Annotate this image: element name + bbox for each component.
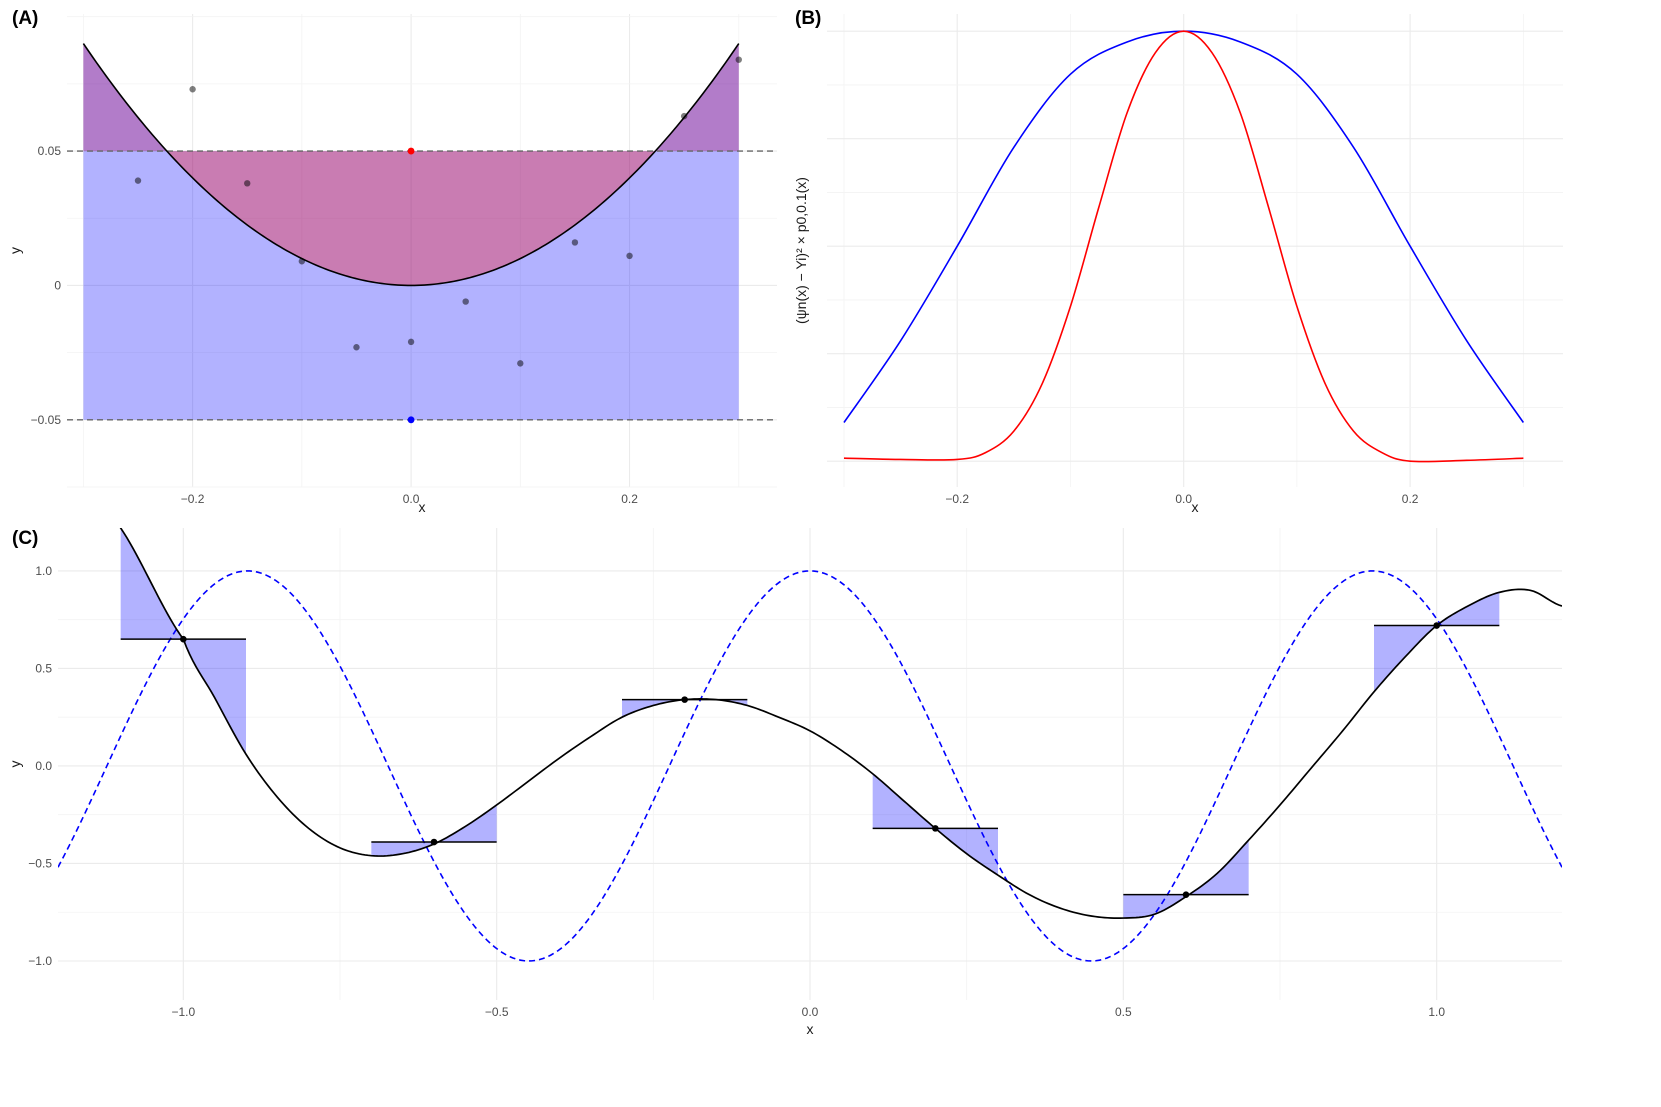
excess-band-red: [655, 43, 739, 152]
x-tick-label: 0.2: [621, 492, 638, 506]
x-tick-labels: −0.2 0.0 0.2: [945, 492, 1418, 506]
residual-area: [1374, 592, 1500, 692]
y-axis-title: y: [7, 761, 23, 768]
data-point: [353, 344, 360, 351]
x-tick-label: 0.0: [403, 492, 420, 506]
highlight-point: [407, 416, 415, 424]
x-axis-title: x: [419, 499, 426, 515]
step-point: [932, 825, 939, 832]
x-tick-label: 0.2: [1402, 492, 1419, 506]
x-axis-title: x: [1192, 499, 1199, 515]
data-point: [244, 180, 251, 187]
grid: [827, 14, 1563, 487]
y-tick-labels: −0.05 0 0.05: [31, 144, 62, 427]
data-point: [517, 360, 524, 367]
panel-tag: (C): [12, 528, 38, 549]
data-point: [462, 298, 469, 305]
data-point: [680, 112, 688, 120]
highlight-point: [407, 147, 415, 155]
y-axis-title: y: [7, 247, 23, 254]
y-tick-label: 0.0: [35, 759, 52, 773]
x-tick-label: 0.0: [1175, 492, 1192, 506]
step-point: [1433, 622, 1440, 629]
plot-area: [58, 528, 1562, 962]
y-tick-label: −0.05: [31, 413, 62, 427]
excess-band-blue: [83, 43, 167, 152]
x-tick-label: 0.5: [1115, 1005, 1132, 1019]
y-tick-label: 0.5: [35, 661, 52, 675]
residual-area: [371, 804, 497, 857]
panel-tag: (B): [795, 8, 821, 29]
series-line-red: [843, 30, 1524, 463]
data-point: [407, 338, 415, 346]
panel-b: −0.2 0.0 0.2 (B) x (ψn(x) − Yi)² × p0,0.1(x): [793, 8, 1563, 515]
residual-area: [1123, 840, 1249, 919]
x-axis-title: x: [807, 1021, 814, 1037]
panel-c: −1.0 −0.5 0.0 0.5 1.0 −1.0 −0.5 0.0 0.5 1.0 (C) x y: [7, 528, 1562, 1037]
y-tick-label: −1.0: [28, 954, 52, 968]
y-tick-label: 0.05: [38, 144, 62, 158]
x-tick-labels: −1.0 −0.5 0.0 0.5 1.0: [171, 1005, 1445, 1019]
grid: [58, 528, 1562, 1000]
excess-band-red: [83, 43, 167, 152]
y-tick-labels: −1.0 −0.5 0.0 0.5 1.0: [28, 564, 52, 968]
parabola-curve: [82, 43, 740, 287]
data-point: [134, 177, 142, 184]
panel-a: −0.2 0.0 0.2 −0.05 0 0.05 (A) x y: [7, 8, 777, 515]
excess-band-blue: [655, 43, 739, 152]
x-tick-label: −1.0: [171, 1005, 195, 1019]
data-points: [134, 56, 742, 367]
residual-area: [872, 773, 998, 876]
data-point: [626, 252, 633, 260]
y-tick-label: 0: [54, 278, 61, 292]
residual-area: [622, 698, 748, 718]
data-point: [189, 86, 196, 93]
y-tick-label: 1.0: [35, 564, 52, 578]
x-tick-label: 1.0: [1428, 1005, 1445, 1019]
data-point: [735, 56, 742, 63]
x-tick-label: 0.0: [802, 1005, 819, 1019]
x-tick-label: −0.2: [181, 492, 205, 506]
step-point: [681, 696, 688, 703]
x-tick-label: −0.2: [945, 492, 969, 506]
x-tick-label: −0.5: [485, 1005, 509, 1019]
step-point: [180, 635, 187, 643]
panel-tag: (A): [12, 8, 38, 29]
step-point: [1182, 891, 1190, 898]
y-axis-title: (ψn(x) − Yi)² × p0,0.1(x): [793, 177, 809, 324]
smooth-fit-line: [119, 528, 1562, 920]
x-tick-labels: −0.2 0.0 0.2: [181, 492, 638, 506]
step-point: [430, 838, 438, 846]
data-point: [298, 258, 306, 265]
data-point: [571, 239, 579, 246]
y-tick-label: −0.5: [28, 856, 52, 870]
